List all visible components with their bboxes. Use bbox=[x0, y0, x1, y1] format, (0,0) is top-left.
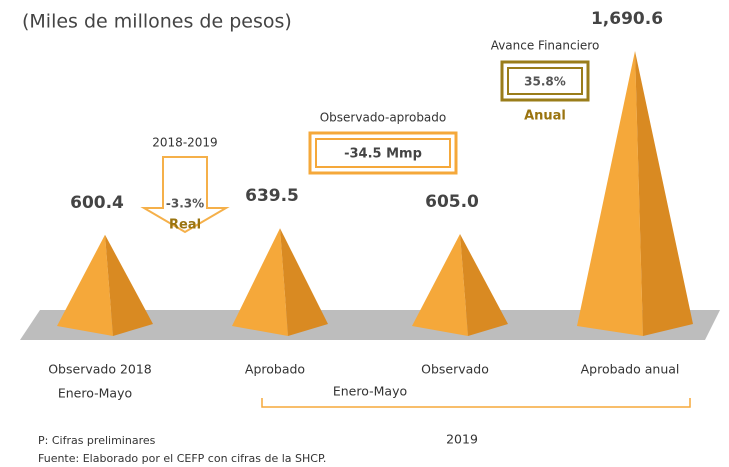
pyramid-face-left bbox=[412, 234, 468, 336]
annotation-value: 35.8% bbox=[524, 75, 566, 89]
category-label: Aprobado bbox=[245, 362, 305, 377]
annotation-title: 2018-2019 bbox=[152, 136, 217, 150]
year-label: 2019 bbox=[446, 432, 478, 447]
pyramid-face-left bbox=[57, 234, 113, 336]
pyramid bbox=[412, 234, 508, 336]
pyramid-face-right bbox=[105, 234, 153, 336]
period-label: Enero-Mayo bbox=[333, 384, 407, 399]
pyramid-face-left bbox=[577, 51, 643, 336]
value-label: 639.5 bbox=[245, 186, 299, 206]
annotation-title: Observado-aprobado bbox=[320, 111, 447, 125]
category-label: Aprobado anual bbox=[581, 362, 680, 377]
pyramid bbox=[57, 234, 153, 336]
annotation-value: -3.3% bbox=[166, 197, 204, 211]
annotation-value: -34.5 Mmp bbox=[344, 147, 422, 162]
note: Fuente: Elaborado por el CEFP con cifras… bbox=[38, 452, 326, 465]
category-label: Observado bbox=[421, 362, 489, 377]
value-label: 1,690.6 bbox=[591, 9, 663, 29]
pyramid-face-left bbox=[232, 228, 288, 336]
pyramid-face-right bbox=[460, 234, 508, 336]
category-label: Observado 2018 bbox=[48, 362, 152, 377]
pyramid bbox=[232, 228, 328, 336]
box-inner bbox=[315, 138, 451, 168]
annotation-label: Anual bbox=[524, 109, 566, 124]
note: P: Cifras preliminares bbox=[38, 434, 156, 447]
subtitle: (Miles de millones de pesos) bbox=[22, 11, 292, 33]
pyramid-face-right bbox=[280, 228, 328, 336]
box-outer bbox=[500, 60, 590, 102]
box-outer bbox=[308, 131, 458, 175]
box-inner bbox=[507, 67, 583, 95]
pyramid-face-right bbox=[635, 51, 693, 336]
base-band bbox=[20, 310, 720, 340]
value-label: 605.0 bbox=[425, 192, 479, 212]
down-arrow bbox=[140, 156, 230, 234]
annotation-label: Real bbox=[169, 218, 201, 233]
period-label: Enero-Mayo bbox=[58, 386, 132, 401]
annotation-title: Avance Financiero bbox=[491, 39, 600, 53]
pyramid bbox=[577, 51, 693, 336]
value-label: 600.4 bbox=[70, 193, 124, 213]
bracket bbox=[261, 398, 691, 408]
